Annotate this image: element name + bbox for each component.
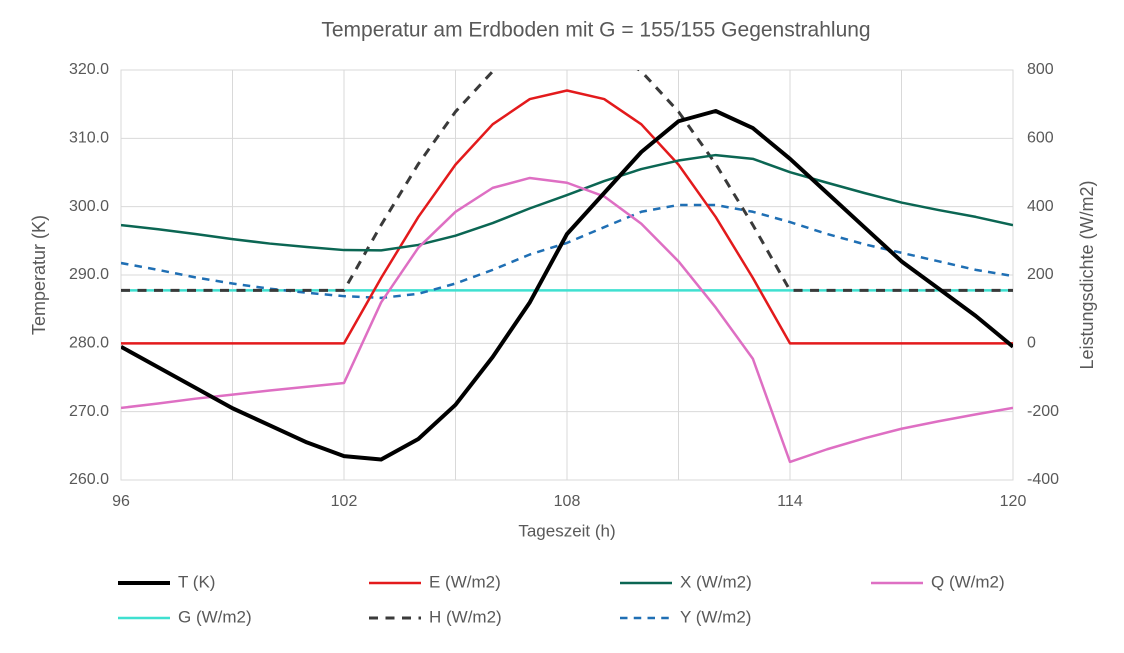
- x-tick-label: 96: [112, 493, 130, 510]
- y-tick-label: 310.0: [69, 130, 109, 147]
- legend-label: E (W/m2): [429, 572, 501, 591]
- x-tick-label: 108: [554, 493, 581, 510]
- x-tick-label: 120: [1000, 493, 1027, 510]
- legend-label: H (W/m2): [429, 607, 502, 626]
- series-line: [121, 176, 1013, 464]
- y2-tick-label: 0: [1027, 335, 1036, 352]
- x-tick-label: 114: [777, 493, 803, 510]
- y-tick-label: 280.0: [69, 335, 109, 352]
- y2-tick-label: 800: [1027, 61, 1054, 78]
- y2-tick-label: 400: [1027, 198, 1054, 215]
- series-line: [121, 203, 1013, 300]
- x-tick-label: 102: [331, 493, 358, 510]
- plot-area: [121, 70, 1013, 464]
- legend-label: G (W/m2): [178, 607, 252, 626]
- legend-label: Y (W/m2): [680, 607, 751, 626]
- series-line: [121, 153, 1013, 252]
- y2-axis-label: Leistungsdichte (W/m2): [1077, 180, 1097, 369]
- series-line: [121, 89, 1013, 345]
- y-tick-label: 290.0: [69, 266, 109, 283]
- x-axis-label: Tageszeit (h): [518, 521, 615, 540]
- y-tick-label: 300.0: [69, 198, 109, 215]
- series-line: [121, 109, 1013, 462]
- chart-title: Temperatur am Erdboden mit G = 155/155 G…: [321, 19, 870, 42]
- legend-label: T (K): [178, 572, 215, 591]
- legend-label: Q (W/m2): [931, 572, 1005, 591]
- plot-border: [120, 69, 1014, 481]
- y-tick-label: 260.0: [69, 471, 109, 488]
- y-tick-label: 320.0: [69, 61, 109, 78]
- y-tick-label: 270.0: [69, 403, 109, 420]
- legend-label: X (W/m2): [680, 572, 752, 591]
- series-line: [121, 70, 1013, 292]
- y2-tick-label: -200: [1027, 403, 1059, 420]
- y2-tick-label: 600: [1027, 130, 1054, 147]
- y-axis-label: Temperatur (K): [29, 215, 49, 335]
- y2-tick-label: 200: [1027, 266, 1054, 283]
- y2-tick-label: -400: [1027, 471, 1059, 488]
